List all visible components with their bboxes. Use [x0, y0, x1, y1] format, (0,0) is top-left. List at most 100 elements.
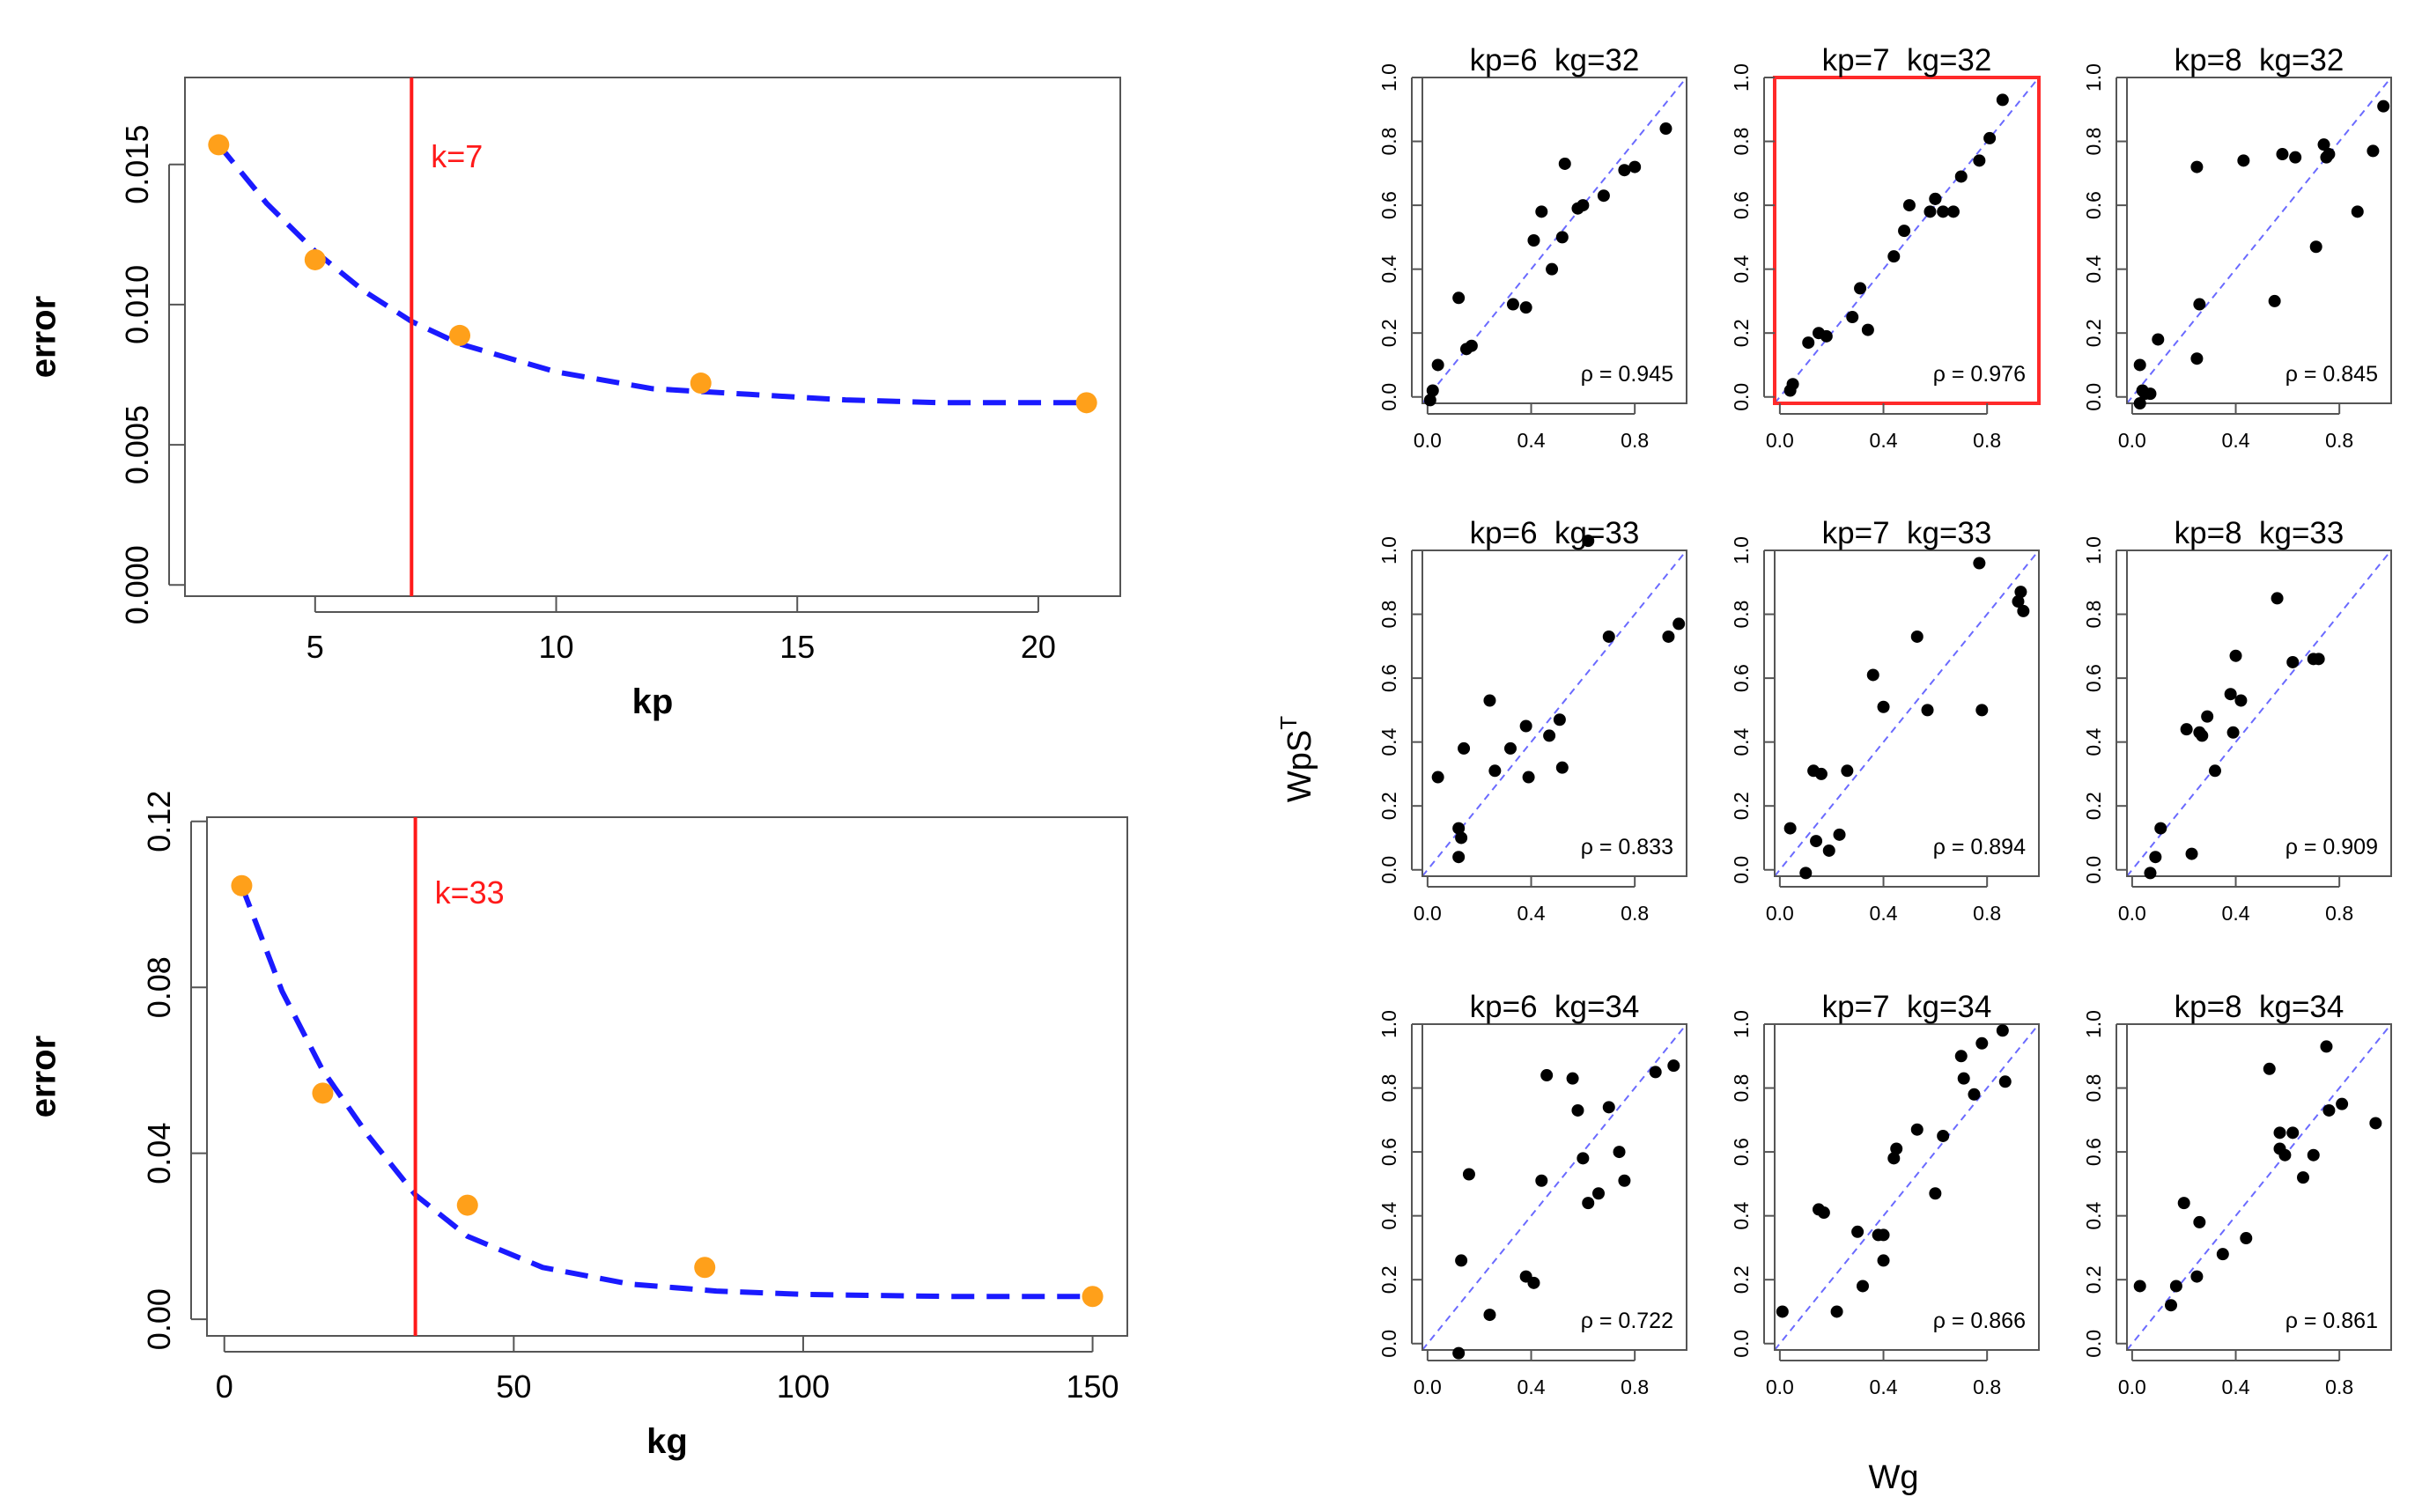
y-tick-label: 0.6	[1730, 1138, 1753, 1166]
y-tick-label: 1.0	[2082, 1010, 2105, 1038]
y-tick-label: 0.6	[2082, 1138, 2105, 1166]
y-tick-label: 1.0	[2082, 63, 2105, 92]
diagonal-line	[2126, 1023, 2392, 1351]
scatter-point	[2216, 1248, 2229, 1261]
fit-curve	[216, 143, 1087, 406]
scatter-point	[2133, 1280, 2146, 1293]
x-tick-label: 0.4	[1870, 429, 1898, 452]
scatter-point	[1802, 336, 1815, 350]
scatter-panel: kp=8 kg=33 0.0 0.4 0.8 0.0 0.2 0.4 0.6 0.8 1.0 ρ =…	[2082, 516, 2392, 925]
x-tick-label: 0.0	[1766, 902, 1794, 925]
y-tick-label: 0.2	[2082, 1265, 2105, 1294]
scatter-point	[1602, 1101, 1615, 1114]
scatter-point	[1887, 1152, 1901, 1165]
scatter-point	[1817, 1206, 1830, 1220]
scatter-point	[1527, 1276, 1540, 1289]
x-tick-label: 0.8	[1621, 902, 1649, 925]
scatter-point	[1649, 1066, 1662, 1079]
scatter-point	[1937, 205, 1950, 218]
y-tick-label: 0.04	[141, 1123, 177, 1184]
scatter-point	[1546, 262, 1559, 276]
y-tick-label: 0.0	[1730, 383, 1753, 411]
scatter-point	[2180, 723, 2193, 736]
scatter-point	[1866, 668, 1879, 682]
scatter-panel: kp=7 kg=33 0.0 0.4 0.8 0.0 0.2 0.4 0.6 0.8 1.0 ρ =…	[1730, 516, 2040, 925]
scatter-point	[1786, 378, 1799, 391]
scatter-panel: kp=7 kg=34 0.0 0.4 0.8 0.0 0.2 0.4 0.6 0.8 1.0 ρ =…	[1730, 990, 2040, 1398]
y-tick-label: 0.8	[1730, 601, 1753, 629]
y-tick-label: 1.0	[1377, 536, 1400, 564]
scatter-point	[2133, 358, 2146, 372]
panel-title: kp=6 kg=33	[1470, 516, 1640, 550]
y-tick-label: 0.0	[2082, 1330, 2105, 1358]
scatter-point	[2297, 1171, 2309, 1184]
scatter-point	[1555, 231, 1569, 244]
x-tick-label: 5	[306, 629, 324, 665]
y-tick-label: 0.6	[1377, 1138, 1400, 1166]
panel-box	[1774, 1023, 2040, 1351]
panel-title: kp=8 kg=34	[2175, 990, 2344, 1024]
scatter-point	[1887, 250, 1901, 263]
scatter-point	[2012, 595, 2025, 608]
y-axis-title-main: WpS	[1281, 730, 1318, 802]
data-point	[304, 248, 326, 270]
panel-box	[2126, 549, 2392, 877]
vline-label: k=7	[431, 138, 483, 174]
y-tick-label: 0.4	[1377, 727, 1400, 756]
scatter-point	[1810, 835, 1823, 848]
scatter-point	[2149, 851, 2162, 864]
scatter-point	[1833, 828, 1846, 841]
x-axis-title: Wg	[1869, 1459, 1919, 1496]
y-tick-label: 0.2	[2082, 792, 2105, 820]
plot-box	[184, 77, 1121, 597]
scatter-point	[1553, 713, 1566, 726]
y-tick-label: 0.00	[141, 1288, 177, 1350]
x-tick-label: 150	[1067, 1368, 1119, 1405]
scatter-point	[2165, 1299, 2177, 1312]
scatter-point	[2014, 586, 2027, 599]
panel-box	[1774, 549, 2040, 877]
scatter-point	[2268, 294, 2281, 307]
x-tick-label: 10	[538, 629, 573, 665]
scatter-point	[1483, 694, 1496, 707]
y-tick-label: 0.8	[2082, 601, 2105, 629]
diagonal-line	[1421, 77, 1687, 404]
x-tick-label: 0.0	[1414, 902, 1442, 925]
x-tick-label: 0.4	[1517, 902, 1546, 925]
rho-label: ρ = 0.861	[2285, 1309, 2378, 1333]
scatter-point	[2017, 604, 2030, 617]
x-tick-label: 0.8	[2325, 1376, 2353, 1398]
scatter-point	[1488, 764, 1502, 778]
y-tick-label: 1.0	[1730, 536, 1753, 564]
diagonal-line	[2126, 549, 2392, 877]
y-tick-label: 1.0	[2082, 536, 2105, 564]
rho-label: ρ = 0.909	[2285, 835, 2378, 859]
panel-title: kp=6 kg=32	[1470, 43, 1640, 77]
panel-title: kp=6 kg=34	[1470, 990, 1640, 1024]
scatter-grid: kp=6 kg=32 0.0 0.4 0.8 0.0 0.2 0.4 0.6 0.8 1.0 ρ =…	[1275, 43, 2392, 1496]
scatter-point	[2193, 1215, 2206, 1228]
scatter-point	[2351, 205, 2364, 218]
scatter-point	[1582, 535, 1595, 548]
x-tick-label: 0.0	[2118, 1376, 2146, 1398]
panel-title: kp=8 kg=33	[2175, 516, 2344, 550]
scatter-panel: kp=8 kg=32 0.0 0.4 0.8 0.0 0.2 0.4 0.6 0.8 1.0 ρ =…	[2082, 43, 2392, 452]
rho-label: ρ = 0.894	[1933, 835, 2026, 859]
data-point	[1082, 1286, 1104, 1308]
x-tick-label: 0.8	[1973, 902, 2001, 925]
data-point	[312, 1082, 334, 1104]
scatter-point	[1924, 205, 1937, 218]
y-tick-label: 0.2	[1730, 319, 1753, 347]
scatter-point	[1902, 199, 1916, 212]
scatter-point	[1465, 339, 1478, 352]
x-tick-label: 0.0	[1766, 1376, 1794, 1398]
data-point	[694, 1257, 716, 1279]
scatter-point	[1458, 741, 1471, 755]
x-axis-title: kg	[646, 1422, 688, 1461]
y-axis-title-superscript: T	[1275, 716, 1302, 730]
panel-title: kp=8 kg=32	[2175, 43, 2344, 77]
scatter-point	[1877, 1254, 1890, 1267]
scatter-point	[1929, 192, 1942, 205]
scatter-point	[2169, 1280, 2182, 1293]
scatter-point	[2336, 1097, 2349, 1110]
